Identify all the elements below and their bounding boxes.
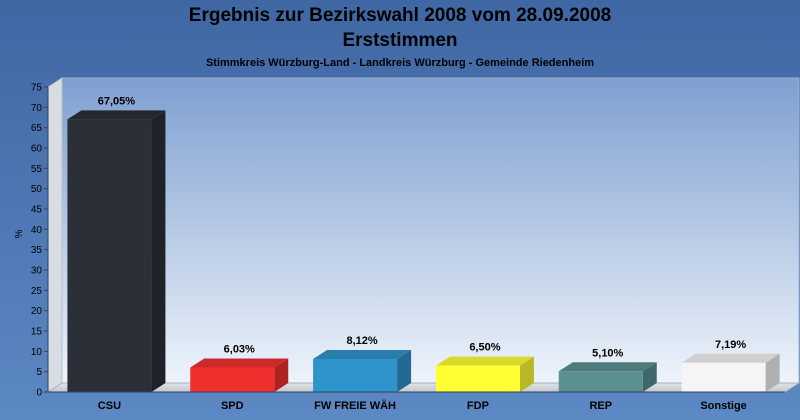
bar-csu <box>67 110 166 392</box>
x-tick-label: FW FREIE WÄH <box>314 399 396 412</box>
bar-side <box>519 356 534 392</box>
bar-side <box>274 358 289 392</box>
bar-top <box>558 362 657 372</box>
bar-front <box>558 371 643 392</box>
chart-title-line2: Erststimmen <box>342 30 457 51</box>
data-label: 5,10% <box>592 347 623 359</box>
y-tick-label: 5 <box>36 367 42 378</box>
bars <box>67 110 780 392</box>
bar-front <box>67 119 152 392</box>
y-tick-label: 50 <box>31 184 43 195</box>
y-tick-label: 55 <box>31 164 43 175</box>
data-label: 6,03% <box>224 343 255 355</box>
y-tick-label: 30 <box>31 266 43 277</box>
bar-rep <box>558 362 657 392</box>
bar-front <box>190 367 275 392</box>
x-tick-label: FDP <box>467 400 489 412</box>
y-tick-label: 40 <box>31 225 43 236</box>
y-tick-label: 70 <box>31 103 43 114</box>
data-label: 6,50% <box>469 342 500 354</box>
y-axis-label: % <box>14 229 25 238</box>
chart-subtitle: Stimmkreis Würzburg-Land - Landkreis Wür… <box>206 57 594 69</box>
data-label: 7,19% <box>715 339 746 351</box>
bar-spd <box>190 358 289 392</box>
y-tick-label: 75 <box>31 83 43 94</box>
x-tick-label: REP <box>589 400 612 412</box>
bar-front <box>313 358 398 392</box>
y-tick-label: 60 <box>31 144 43 155</box>
bar-fw-freie-wäh <box>313 349 412 392</box>
y-tick-label: 0 <box>36 388 42 399</box>
x-axis: CSU SPD FW FREIE WÄH FDP REP Sonstige <box>48 391 785 412</box>
bar-top <box>313 349 412 359</box>
x-tick-label: SPD <box>221 400 244 412</box>
y-tick-label: 10 <box>31 347 43 358</box>
plot-back-wall <box>61 77 800 384</box>
y-tick-label: 20 <box>31 306 43 317</box>
bar-top <box>190 358 289 368</box>
data-label: 8,12% <box>346 335 377 347</box>
data-label: 67,05% <box>98 95 136 107</box>
y-tick-label: 15 <box>31 327 43 338</box>
bar-top <box>681 353 780 363</box>
bar-side <box>151 110 166 392</box>
data-labels: 67,05% 6,03% 8,12% 6,50% 5,10% 7,19% <box>98 95 747 359</box>
y-tick-label: 35 <box>31 245 43 256</box>
plot-side-wall <box>47 77 63 393</box>
y-tick-label: 65 <box>31 123 43 134</box>
x-tick-label: CSU <box>98 400 121 412</box>
y-tick-label: 45 <box>31 205 43 216</box>
bar-side <box>397 349 412 392</box>
bar-side <box>765 353 780 392</box>
x-tick-label: Sonstige <box>700 400 746 412</box>
bar-side <box>642 362 657 392</box>
bar-fdp <box>435 356 534 392</box>
bar-sonstige <box>681 353 780 392</box>
bar-front <box>435 365 520 392</box>
bar-top <box>435 356 534 366</box>
bar-top <box>67 110 166 120</box>
chart-title: Ergebnis zur Bezirkswahl 2008 vom 28.09.… <box>189 5 611 26</box>
y-tick-label: 25 <box>31 286 43 297</box>
bar-front <box>681 362 766 392</box>
y-axis: 0 5 10 15 20 25 30 35 40 45 50 55 60 65 70 75 <box>31 83 49 399</box>
